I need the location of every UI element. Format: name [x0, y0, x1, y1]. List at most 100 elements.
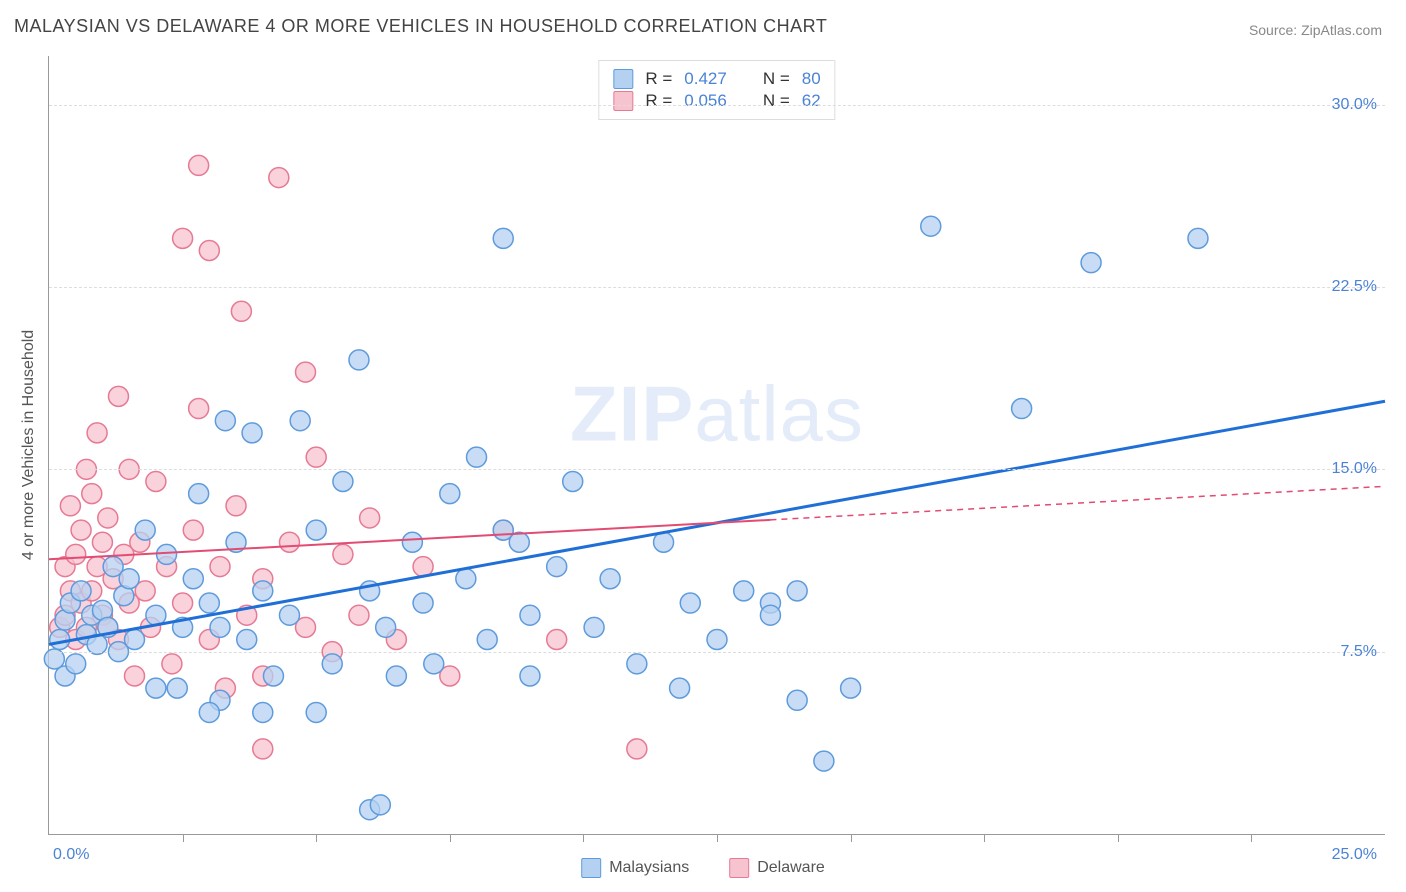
x-axis-max-label: 25.0% [1332, 846, 1377, 864]
data-point [189, 484, 209, 504]
data-point [87, 423, 107, 443]
data-point [627, 654, 647, 674]
n-label: N = [763, 91, 790, 111]
series-legend: Malaysians Delaware [581, 858, 825, 878]
data-point [670, 678, 690, 698]
data-point [215, 411, 235, 431]
data-point [108, 386, 128, 406]
scatter-svg [49, 56, 1385, 834]
data-point [306, 447, 326, 467]
data-point [734, 581, 754, 601]
legend-label: Delaware [757, 859, 825, 877]
x-tick [316, 834, 317, 842]
x-tick [583, 834, 584, 842]
y-tick-label: 22.5% [1332, 278, 1377, 296]
data-point [349, 350, 369, 370]
data-point [269, 168, 289, 188]
legend-row-malaysians: R = 0.427 N = 80 [613, 69, 820, 89]
data-point [760, 605, 780, 625]
data-point [199, 593, 219, 613]
data-point [60, 496, 80, 516]
regression-line-delaware-dashed [770, 486, 1385, 520]
legend-row-delaware: R = 0.056 N = 62 [613, 91, 820, 111]
data-point [306, 702, 326, 722]
x-tick [1251, 834, 1252, 842]
data-point [814, 751, 834, 771]
data-point [547, 557, 567, 577]
y-axis-label: 4 or more Vehicles in Household [20, 330, 38, 560]
y-tick-label: 30.0% [1332, 96, 1377, 114]
data-point [237, 630, 257, 650]
data-point [210, 557, 230, 577]
data-point [306, 520, 326, 540]
data-point [600, 569, 620, 589]
data-point [279, 605, 299, 625]
data-point [183, 520, 203, 540]
data-point [290, 411, 310, 431]
swatch-delaware [613, 91, 633, 111]
data-point [787, 581, 807, 601]
data-point [167, 678, 187, 698]
data-point [1081, 253, 1101, 273]
data-point [413, 593, 433, 613]
gridline-h [49, 287, 1385, 288]
n-value: 62 [802, 91, 821, 111]
y-tick-label: 7.5% [1341, 643, 1377, 661]
data-point [296, 362, 316, 382]
gridline-h [49, 105, 1385, 106]
data-point [210, 617, 230, 637]
data-point [520, 605, 540, 625]
data-point [841, 678, 861, 698]
data-point [627, 739, 647, 759]
legend-label: Malaysians [609, 859, 689, 877]
data-point [253, 581, 273, 601]
data-point [333, 471, 353, 491]
r-label: R = [645, 69, 672, 89]
legend-item-malaysians: Malaysians [581, 858, 689, 878]
data-point [707, 630, 727, 650]
r-value: 0.427 [684, 69, 727, 89]
data-point [125, 666, 145, 686]
data-point [493, 228, 513, 248]
n-label: N = [763, 69, 790, 89]
data-point [226, 496, 246, 516]
data-point [189, 155, 209, 175]
data-point [82, 484, 102, 504]
x-axis-min-label: 0.0% [53, 846, 89, 864]
data-point [162, 654, 182, 674]
chart-title: MALAYSIAN VS DELAWARE 4 OR MORE VEHICLES… [14, 16, 827, 37]
r-label: R = [645, 91, 672, 111]
data-point [376, 617, 396, 637]
data-point [520, 666, 540, 686]
data-point [263, 666, 283, 686]
data-point [402, 532, 422, 552]
data-point [135, 520, 155, 540]
data-point [680, 593, 700, 613]
y-tick-label: 15.0% [1332, 460, 1377, 478]
data-point [921, 216, 941, 236]
data-point [199, 702, 219, 722]
source-attribution: Source: ZipAtlas.com [1249, 22, 1382, 38]
data-point [92, 532, 112, 552]
data-point [563, 471, 583, 491]
x-tick [1118, 834, 1119, 842]
data-point [50, 630, 70, 650]
data-point [787, 690, 807, 710]
data-point [424, 654, 444, 674]
data-point [360, 508, 380, 528]
data-point [547, 630, 567, 650]
data-point [1188, 228, 1208, 248]
data-point [125, 630, 145, 650]
data-point [440, 484, 460, 504]
data-point [456, 569, 476, 589]
data-point [173, 593, 193, 613]
data-point [509, 532, 529, 552]
x-tick [717, 834, 718, 842]
data-point [66, 544, 86, 564]
data-point [199, 241, 219, 261]
data-point [231, 301, 251, 321]
data-point [173, 228, 193, 248]
data-point [242, 423, 262, 443]
data-point [98, 508, 118, 528]
x-tick [183, 834, 184, 842]
